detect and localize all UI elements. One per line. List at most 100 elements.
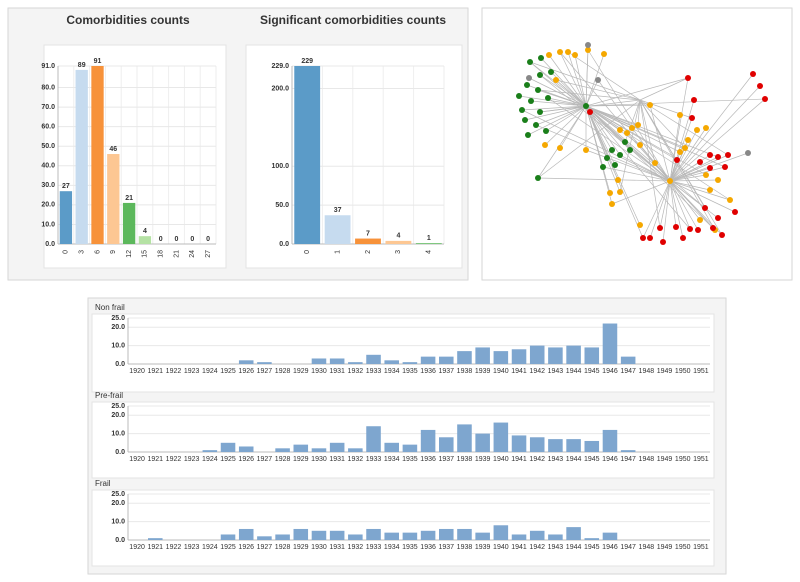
bar — [457, 424, 472, 452]
network-edge — [585, 105, 621, 193]
network-node — [745, 150, 751, 156]
network-edge — [585, 105, 726, 168]
x-tick-label: 1921 — [147, 544, 163, 551]
network-node — [624, 130, 630, 136]
bar — [384, 532, 399, 540]
network-node — [697, 217, 703, 223]
data-label: 21 — [125, 195, 133, 202]
x-tick-label: 1951 — [693, 456, 709, 463]
bar — [107, 154, 120, 244]
y-tick-label: 25.0 — [111, 315, 125, 322]
network-edge — [619, 154, 671, 182]
network-edge — [642, 180, 671, 239]
x-tick-label: 1949 — [657, 456, 673, 463]
network-edge — [574, 54, 587, 107]
data-label: 7 — [366, 230, 370, 237]
x-tick-label: 1939 — [475, 456, 491, 463]
bar — [415, 243, 442, 244]
x-tick-label: 27 — [205, 250, 212, 258]
x-tick-label: 1925 — [220, 544, 236, 551]
network-node — [543, 128, 549, 134]
bar — [548, 534, 563, 540]
y-tick-label: 20.0 — [111, 500, 125, 507]
x-tick-label: 1950 — [675, 544, 691, 551]
x-tick-label: 1931 — [329, 368, 345, 375]
chart-card — [91, 489, 715, 567]
network-node — [604, 155, 610, 161]
x-tick-label: 1930 — [311, 544, 327, 551]
y-tick-label: 10.0 — [111, 430, 125, 437]
network-node — [548, 69, 554, 75]
network-edge — [587, 49, 671, 182]
network-edge — [639, 99, 661, 229]
network-node — [695, 227, 701, 233]
network-edge — [669, 156, 719, 182]
x-tick-label: 1942 — [529, 368, 545, 375]
data-label: 37 — [334, 207, 342, 214]
network-edge — [585, 105, 731, 201]
bar — [493, 525, 509, 540]
network-edge — [669, 180, 677, 228]
bar — [566, 527, 581, 540]
network-node — [607, 190, 613, 196]
x-tick-label: 1936 — [420, 544, 436, 551]
network-node — [707, 152, 713, 158]
network-edge — [547, 97, 587, 107]
x-tick-label: 1929 — [293, 544, 309, 551]
bar — [566, 439, 581, 452]
network-edge — [521, 109, 671, 182]
network-edge — [669, 180, 691, 230]
x-tick-label: 18 — [158, 250, 165, 258]
bar — [402, 444, 418, 452]
network-node — [615, 177, 621, 183]
data-label: 46 — [109, 146, 117, 153]
x-tick-label: 3 — [395, 250, 402, 254]
bar — [493, 351, 509, 364]
network-node — [715, 215, 721, 221]
network-edge — [669, 174, 707, 182]
x-tick-label: 1928 — [275, 456, 291, 463]
bar — [548, 439, 563, 452]
x-tick-label: 1935 — [402, 456, 418, 463]
network-node — [697, 159, 703, 165]
x-tick-label: 1943 — [548, 544, 564, 551]
bar — [238, 446, 254, 452]
network-node — [537, 109, 543, 115]
network-node — [629, 125, 635, 131]
bar — [529, 437, 545, 452]
network-edge — [539, 74, 587, 107]
data-label: 229 — [301, 58, 313, 65]
x-tick-label: 1934 — [384, 368, 400, 375]
bar — [420, 530, 436, 540]
bar — [293, 444, 309, 452]
network-edge — [639, 99, 723, 236]
data-label: 0 — [190, 236, 194, 243]
bar — [275, 534, 290, 540]
network-edge — [537, 89, 587, 107]
network-node — [680, 235, 686, 241]
x-tick-label: 9 — [110, 250, 117, 254]
network-node — [703, 125, 709, 131]
chart-card — [91, 313, 715, 393]
network-node — [553, 77, 559, 83]
bar — [620, 356, 636, 364]
network-edge — [535, 124, 671, 182]
network-node — [609, 201, 615, 207]
x-tick-label: 1951 — [693, 544, 709, 551]
bar — [348, 534, 363, 540]
x-tick-label: 1920 — [129, 368, 145, 375]
bar — [275, 448, 290, 452]
network-node — [637, 142, 643, 148]
network-node — [750, 71, 756, 77]
bar — [311, 448, 327, 452]
x-tick-label: 4 — [426, 250, 433, 254]
x-tick-label: 2 — [365, 250, 372, 254]
y-tick-label: 40.0 — [41, 163, 55, 170]
x-tick-label: 1932 — [348, 368, 364, 375]
network-edge — [585, 105, 641, 146]
x-tick-label: 1942 — [529, 456, 545, 463]
network-edge — [537, 99, 641, 179]
x-tick-label: 21 — [173, 250, 180, 258]
network-node — [524, 82, 530, 88]
x-tick-label: 1938 — [457, 368, 473, 375]
